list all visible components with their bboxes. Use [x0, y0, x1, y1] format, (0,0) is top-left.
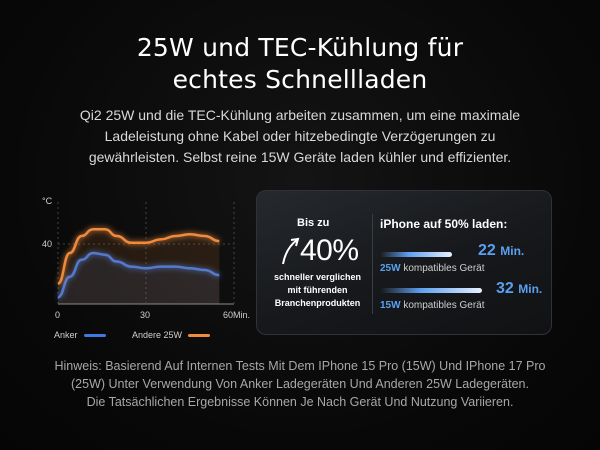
charge-time-bar-15w: [380, 288, 482, 293]
subtext-line-3: gewährleisten. Selbst reine 15W Geräte l…: [88, 149, 512, 165]
footnote: Hinweis: Basierend Auf Internen Tests Mi…: [20, 357, 580, 411]
temperature-chart: °C 40 0 30 60Min.: [38, 192, 250, 352]
legend-item-anker: Anker: [54, 330, 106, 340]
time-value: 32: [496, 280, 514, 297]
y-tick-label: 40: [42, 239, 52, 249]
watt-label: 15W: [380, 300, 401, 311]
legend-label: Anker: [54, 330, 78, 340]
percent-value: 40%: [300, 234, 359, 267]
device-label: kompatibles Gerät: [403, 263, 485, 274]
arrow-up-right-icon: [282, 237, 300, 265]
legend-item-andere: Andere 25W: [132, 330, 211, 340]
panel-divider: [372, 214, 373, 314]
series-line-1: [57, 227, 220, 285]
bar-label-25w: 25W kompatibles Gerät: [380, 263, 485, 274]
compare-line-2: mit führenden: [287, 285, 348, 295]
compare-line-1: schneller verglichen: [273, 272, 362, 282]
charge-time-25w: 22 Min.: [478, 242, 524, 260]
subtext-line-2: Ladeleistung ohne Kabel oder hitzebeding…: [104, 128, 496, 144]
chart-svg: °C 40 0 30 60Min.: [42, 196, 250, 320]
compare-line-3: Branchenprodukten: [274, 298, 361, 308]
legend-label: Andere 25W: [132, 330, 183, 340]
x-tick-label: 60Min.: [223, 310, 250, 320]
footnote-line-1: Hinweis: Basierend Auf Internen Tests Mi…: [54, 359, 546, 373]
headline: 25W und TEC-Kühlung für echtes Schnellla…: [0, 32, 600, 96]
footnote-line-2: (25W) Unter Verwendung Von Anker Ladeger…: [71, 377, 529, 391]
watt-label: 25W: [380, 263, 401, 274]
charge-time-bar-25w: [380, 252, 452, 257]
charging-title: iPhone auf 50% laden:: [380, 217, 508, 231]
subtext-line-1: Qi2 25W und die TEC-Kühlung arbeiten zus…: [79, 107, 521, 123]
time-unit: Min.: [518, 282, 543, 296]
time-value: 22: [478, 242, 496, 259]
compare-text: schneller verglichen mit führenden Branc…: [265, 271, 370, 310]
x-tick-label: 30: [140, 310, 150, 320]
headline-line-2: echtes Schnellladen: [172, 65, 428, 94]
bar-label-15w: 15W kompatibles Gerät: [380, 300, 485, 311]
charge-time-15w: 32 Min.: [496, 280, 542, 298]
bis-zu-label: Bis zu: [297, 217, 330, 229]
legend-swatch-orange: [188, 333, 211, 337]
device-label: kompatibles Gerät: [403, 300, 485, 311]
subtext: Qi2 25W und die TEC-Kühlung arbeiten zus…: [24, 105, 576, 168]
series-area-0: [58, 253, 220, 304]
stats-panel: [256, 190, 552, 335]
y-axis-unit: °C: [42, 196, 53, 206]
time-unit: Min.: [500, 244, 525, 258]
series-area-1: [58, 229, 220, 304]
headline-line-1: 25W und TEC-Kühlung für: [136, 33, 464, 62]
legend-swatch-blue: [83, 333, 106, 337]
series-line-0: [57, 251, 220, 299]
x-tick-label: 0: [55, 310, 60, 320]
footnote-line-3: Die Tatsächlichen Ergebnisse Können Je N…: [86, 395, 514, 409]
